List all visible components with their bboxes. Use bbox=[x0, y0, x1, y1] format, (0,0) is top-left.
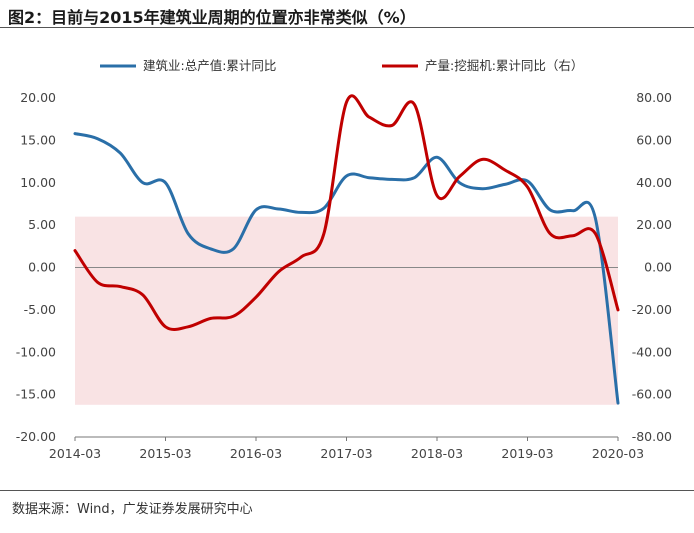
legend-label-2: 产量:挖掘机:累计同比（右） bbox=[425, 58, 583, 73]
chart-title: 图2：目前与2015年建筑业周期的位置亦非常类似（%） bbox=[8, 8, 416, 27]
y-left-tick-label: -20.00 bbox=[16, 429, 56, 444]
x-tick-label: 2015-03 bbox=[139, 446, 191, 461]
y-right-tick-label: -60.00 bbox=[632, 387, 672, 402]
title-rule bbox=[0, 27, 694, 28]
y-left-tick-label: 10.00 bbox=[20, 175, 56, 190]
y-right-tick-label: -20.00 bbox=[632, 302, 672, 317]
y-right-tick-label: -40.00 bbox=[632, 344, 672, 359]
x-tick-label: 2019-03 bbox=[501, 446, 553, 461]
y-left-tick-label: -5.00 bbox=[24, 302, 56, 317]
footer-rule bbox=[0, 490, 694, 491]
x-tick-label: 2020-03 bbox=[592, 446, 644, 461]
shaded-band bbox=[75, 216, 618, 405]
x-tick-label: 2018-03 bbox=[411, 446, 463, 461]
legend-label-1: 建筑业:总产值:累计同比 bbox=[143, 58, 276, 73]
y-left-tick-label: 20.00 bbox=[20, 90, 56, 105]
y-right-tick-label: -80.00 bbox=[632, 429, 672, 444]
x-tick-label: 2017-03 bbox=[320, 446, 372, 461]
y-right-tick-label: 60.00 bbox=[636, 132, 672, 147]
y-left-tick-label: 15.00 bbox=[20, 132, 56, 147]
source-note: 数据来源：Wind，广发证券发展研究中心 bbox=[12, 502, 253, 517]
y-left-tick-label: -15.00 bbox=[16, 387, 56, 402]
y-right-tick-label: 0.00 bbox=[644, 260, 672, 275]
y-left-tick-label: -10.00 bbox=[16, 344, 56, 359]
series-line-1 bbox=[73, 132, 620, 405]
y-right-tick-label: 20.00 bbox=[636, 217, 672, 232]
series-line-2 bbox=[73, 94, 620, 331]
y-left-tick-label: 5.00 bbox=[28, 217, 56, 232]
x-tick-label: 2016-03 bbox=[230, 446, 282, 461]
y-left-tick-label: 0.00 bbox=[28, 260, 56, 275]
y-right-tick-label: 40.00 bbox=[636, 175, 672, 190]
line-chart: 20.00 15.00 10.00 5.00 0.00 -5.00 -10.00 -15.00… bbox=[16, 58, 672, 461]
x-tick-label: 2014-03 bbox=[49, 446, 101, 461]
y-right-tick-label: 80.00 bbox=[636, 90, 672, 105]
